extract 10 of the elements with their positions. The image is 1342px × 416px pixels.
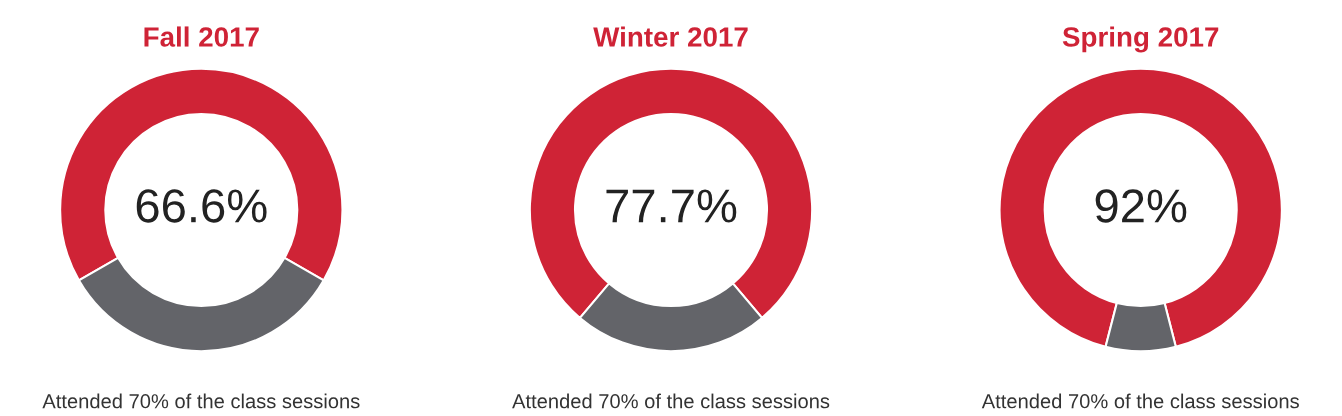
chart-title: Winter 2017: [593, 26, 748, 47]
donut-slice: [998, 67, 1283, 348]
chart-title: Fall 2017: [144, 26, 259, 47]
chart-title: Spring 2017: [1062, 26, 1219, 53]
text: 66.6%: [136, 189, 267, 223]
text: 92%: [1095, 189, 1187, 223]
text: Attended 70% of the class sessions: [42, 393, 360, 409]
text: Attended 70% of the class sessions: [981, 393, 1299, 409]
text: 77.7%: [606, 189, 737, 223]
text: Attended 70% of the class sessions: [512, 393, 830, 409]
